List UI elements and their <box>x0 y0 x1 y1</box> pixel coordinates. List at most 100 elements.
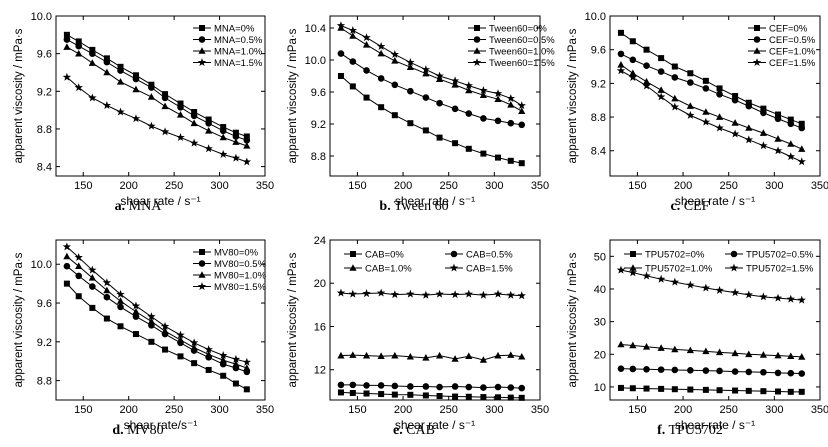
legend-label: MNA=1.0% <box>214 47 263 58</box>
data-point <box>617 61 625 68</box>
data-point <box>205 116 212 123</box>
x-tick-label: 350 <box>811 404 828 416</box>
data-point <box>406 58 415 66</box>
x-tick-label: 200 <box>120 404 138 416</box>
data-point <box>116 297 125 304</box>
data-point <box>161 102 169 110</box>
chart-panel-1: 150 200 250 300 350 8.8 9.2 9.6 10.0 10.4 shear ra… <box>287 15 555 208</box>
chart-panel-0: 150 200 250 300 350 8.4 8.8 9.2 9.6 10.0 shear rat… <box>13 11 274 208</box>
data-point <box>744 290 753 299</box>
legend-marker <box>198 260 206 267</box>
data-point <box>617 340 625 348</box>
y-axis-label: apparent viscosity / mPa·s <box>287 28 299 163</box>
data-point <box>191 360 198 367</box>
data-point <box>798 124 806 132</box>
data-point <box>406 289 415 298</box>
legend-marker <box>473 36 481 43</box>
data-point <box>102 278 112 287</box>
data-point <box>745 368 753 376</box>
data-point <box>148 338 155 345</box>
data-point <box>465 86 473 94</box>
legend-label: CAB=1.0% <box>365 264 412 275</box>
series-triangle <box>337 351 526 363</box>
data-point <box>479 91 487 98</box>
data-point <box>731 368 739 375</box>
data-point <box>518 394 525 401</box>
data-point <box>362 41 371 48</box>
data-point <box>451 383 459 390</box>
x-axis-label: shear rate / s⁻¹ <box>675 418 755 432</box>
data-point <box>337 381 345 389</box>
data-point <box>686 102 694 109</box>
x-tick-label: 150 <box>348 180 366 192</box>
data-point <box>493 289 503 298</box>
data-point <box>617 29 624 36</box>
data-point <box>103 315 110 322</box>
x-tick-label: 250 <box>440 404 458 416</box>
data-point <box>798 145 806 152</box>
data-point <box>617 384 624 391</box>
data-point <box>406 352 414 360</box>
data-point <box>773 293 783 302</box>
legend-label: MNA=0% <box>214 24 255 35</box>
data-point <box>451 355 459 362</box>
data-point <box>337 73 344 79</box>
series-star <box>336 288 526 300</box>
data-point <box>731 96 739 104</box>
series-star <box>336 21 526 110</box>
data-point <box>774 115 782 123</box>
data-point <box>378 104 385 111</box>
data-point <box>658 55 665 62</box>
y-tick-label: 8.8 <box>311 151 326 163</box>
y-tick-label: 9.6 <box>37 49 52 61</box>
data-point <box>190 112 198 120</box>
data-point <box>435 71 444 80</box>
data-point <box>479 356 487 363</box>
data-point <box>745 102 753 110</box>
data-point <box>670 102 680 111</box>
x-axis-label: shear rate / s⁻¹ <box>675 194 755 208</box>
legend-label: CAB=0% <box>365 250 404 261</box>
data-point <box>74 83 83 92</box>
data-point <box>377 382 385 389</box>
data-point <box>220 124 227 131</box>
data-point <box>116 107 125 116</box>
data-point <box>787 120 795 128</box>
data-point <box>220 372 227 379</box>
data-point <box>162 91 169 98</box>
legend-label: MV80=1.5% <box>214 282 267 293</box>
data-point <box>103 55 110 62</box>
data-point <box>147 317 156 325</box>
caption-name: Tween 60 <box>393 199 449 214</box>
data-point <box>642 342 651 350</box>
data-point <box>63 252 71 260</box>
series-circle <box>63 36 251 144</box>
y-axis-label: apparent viscosity / mPa·s <box>287 252 299 387</box>
y-tick-label: 24 <box>314 235 326 247</box>
x-tick-label: 350 <box>531 180 549 192</box>
legend-marker <box>629 264 637 271</box>
data-point <box>518 384 526 392</box>
data-point <box>451 81 459 88</box>
data-point <box>657 344 665 351</box>
data-point <box>219 149 228 158</box>
data-point <box>730 129 740 138</box>
data-point <box>702 367 710 374</box>
series-triangle <box>617 340 806 360</box>
data-point <box>407 120 414 127</box>
legend-label: Tween60=1.5% <box>489 58 555 69</box>
data-point <box>160 321 170 330</box>
data-point <box>337 389 344 396</box>
data-point <box>518 107 526 114</box>
data-point <box>243 386 250 393</box>
caption-a: a. MNA <box>0 199 276 215</box>
x-tick-label: 200 <box>674 404 692 416</box>
data-point <box>786 294 795 303</box>
data-point <box>702 77 709 84</box>
legend-marker <box>197 58 207 67</box>
data-point <box>205 350 213 358</box>
data-point <box>147 93 156 100</box>
data-point <box>452 140 459 147</box>
data-point <box>798 120 805 127</box>
